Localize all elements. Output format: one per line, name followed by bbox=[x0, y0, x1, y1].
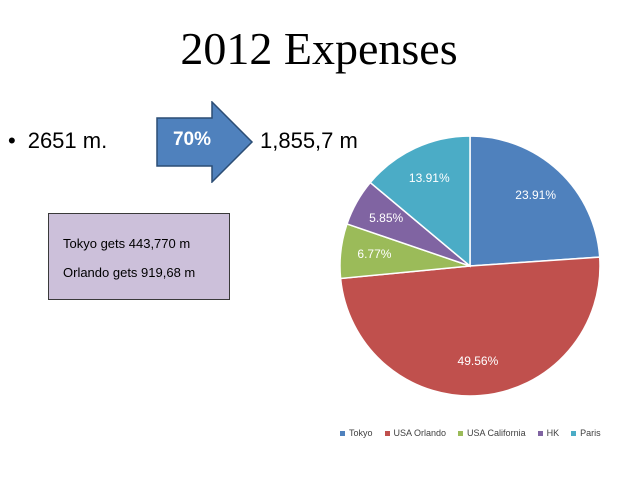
bullet-text: 2651 m. bbox=[27, 128, 108, 153]
bullet-marker: • bbox=[8, 128, 16, 153]
bullet-item: • 2651 m. bbox=[8, 128, 107, 154]
pie-label-hk: 5.85% bbox=[369, 211, 403, 225]
legend-label: HK bbox=[546, 428, 560, 438]
legend-label: Paris bbox=[580, 428, 601, 438]
legend-label: Tokyo bbox=[349, 428, 373, 438]
legend-swatch bbox=[340, 430, 345, 436]
legend-item-paris: Paris bbox=[571, 428, 601, 438]
legend-label: USA California bbox=[467, 428, 526, 438]
pie-label-tokyo: 23.91% bbox=[515, 188, 556, 202]
legend-label: USA Orlando bbox=[393, 428, 447, 438]
allocation-note-box: Tokyo gets 443,770 m Orlando gets 919,68… bbox=[48, 213, 230, 300]
pie-label-paris: 13.91% bbox=[409, 171, 450, 185]
arrow-percent-label: 70% bbox=[172, 129, 212, 150]
legend-item-tokyo: Tokyo bbox=[340, 428, 373, 438]
legend-item-usa-orlando: USA Orlando bbox=[384, 428, 447, 438]
note-line-orlando: Orlando gets 919,68 m bbox=[63, 265, 196, 280]
right-arrow-icon bbox=[156, 101, 254, 183]
expenses-pie-chart: 23.91% 49.56% 6.77% 5.85% 13.91% bbox=[339, 135, 601, 397]
legend-swatch bbox=[384, 430, 390, 436]
chart-legend: Tokyo USA Orlando USA California HK Paris bbox=[340, 428, 613, 438]
legend-item-usa-california: USA California bbox=[458, 428, 526, 438]
legend-swatch bbox=[458, 430, 464, 436]
pie-label-usa-california: 6.77% bbox=[357, 247, 391, 261]
pie-slice-paris bbox=[369, 135, 471, 268]
legend-swatch bbox=[537, 430, 543, 436]
result-amount: 1,855,7 m bbox=[260, 128, 358, 153]
pie-label-usa-orlando: 49.56% bbox=[458, 354, 499, 368]
pie-slice-usa-orlando bbox=[339, 256, 601, 397]
arrow-shape bbox=[156, 101, 254, 183]
pie-slice-tokyo bbox=[469, 135, 601, 267]
slide-title: 2012 Expenses bbox=[180, 23, 458, 74]
note-line-tokyo: Tokyo gets 443,770 m bbox=[63, 236, 191, 251]
legend-item-hk: HK bbox=[537, 428, 560, 438]
legend-swatch bbox=[571, 430, 577, 436]
percent-arrow: 70% bbox=[156, 101, 256, 183]
